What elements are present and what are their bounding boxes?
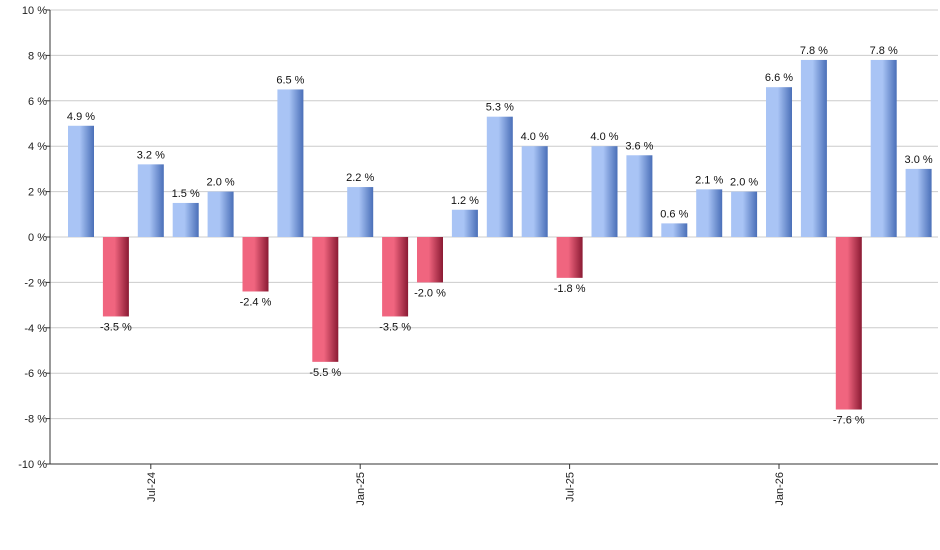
data-label: -5.5 % (309, 367, 341, 379)
y-tick-label: 4 % (28, 141, 47, 153)
y-tick-label: -10 % (18, 459, 47, 471)
x-tick-label: Jan-26 (774, 472, 786, 506)
bar (835, 237, 862, 410)
data-label: 2.0 % (730, 177, 758, 189)
bar (137, 164, 164, 237)
data-label: 2.1 % (695, 174, 723, 186)
bar (800, 59, 827, 237)
data-label: -2.0 % (414, 287, 446, 299)
data-label: 2.2 % (346, 172, 374, 184)
x-axis-tick-labels: Jul-24 Jan-25 Jul-25 Jan-26 (146, 464, 786, 506)
bar (556, 237, 583, 278)
data-label: -2.4 % (240, 296, 272, 308)
data-label: 7.8 % (870, 45, 898, 57)
data-label: 2.0 % (207, 177, 235, 189)
y-tick-label: 0 % (28, 232, 47, 244)
data-label: 0.6 % (660, 208, 688, 220)
data-label: -1.8 % (554, 283, 586, 295)
bar (207, 191, 234, 237)
y-tick-label: 6 % (28, 96, 47, 108)
data-label: 1.5 % (172, 188, 200, 200)
y-tick-label: 2 % (28, 187, 47, 199)
bar (451, 209, 478, 237)
data-label: 3.6 % (625, 140, 653, 152)
axes (49, 10, 938, 465)
data-label: 3.2 % (137, 149, 165, 161)
bar (521, 146, 548, 237)
bar (102, 237, 129, 317)
bar (172, 202, 199, 237)
y-tick-label: 8 % (28, 50, 47, 62)
bar (870, 59, 897, 237)
data-label: 6.5 % (276, 74, 304, 86)
x-tick-label: Jul-25 (565, 472, 577, 502)
data-label: -3.5 % (379, 321, 411, 333)
bar (591, 146, 618, 237)
bar (486, 116, 513, 237)
bar (696, 189, 723, 237)
data-label: 7.8 % (800, 45, 828, 57)
data-label: 6.6 % (765, 72, 793, 84)
data-label: 4.0 % (521, 131, 549, 143)
bar (626, 155, 653, 237)
y-tick-label: -8 % (24, 414, 47, 426)
data-label: -7.6 % (833, 415, 865, 427)
y-tick-label: -2 % (24, 277, 47, 289)
bar (417, 237, 443, 283)
y-tick-label: -6 % (24, 368, 47, 380)
bar (766, 87, 792, 238)
bar (905, 168, 932, 237)
bar (277, 89, 304, 237)
data-label: -3.5 % (100, 321, 132, 333)
bar (242, 237, 269, 292)
x-tick-label: Jul-24 (146, 472, 158, 502)
data-labels: 4.9 % -3.5 % 3.2 % 1.5 % 2.0 % -2.4 % 6.5 % -5.… (67, 45, 933, 427)
data-label: 4.9 % (67, 111, 95, 123)
data-label: 5.3 % (486, 102, 514, 114)
data-label: 3.0 % (905, 154, 933, 166)
data-label: 4.0 % (590, 131, 618, 143)
bars (68, 59, 932, 410)
y-tick-label: -4 % (24, 323, 47, 335)
bar (347, 187, 374, 237)
data-label: 1.2 % (451, 195, 479, 207)
bar (68, 125, 94, 237)
bar (312, 237, 339, 362)
bar (382, 237, 409, 317)
bar (731, 191, 758, 237)
bar (661, 223, 688, 237)
x-tick-label: Jan-25 (355, 472, 367, 506)
y-axis-tick-labels: 10 % 8 % 6 % 4 % 2 % 0 % -2 % -4 % -6 % -8 % -10 % (18, 5, 47, 471)
y-tick-label: 10 % (22, 5, 47, 17)
